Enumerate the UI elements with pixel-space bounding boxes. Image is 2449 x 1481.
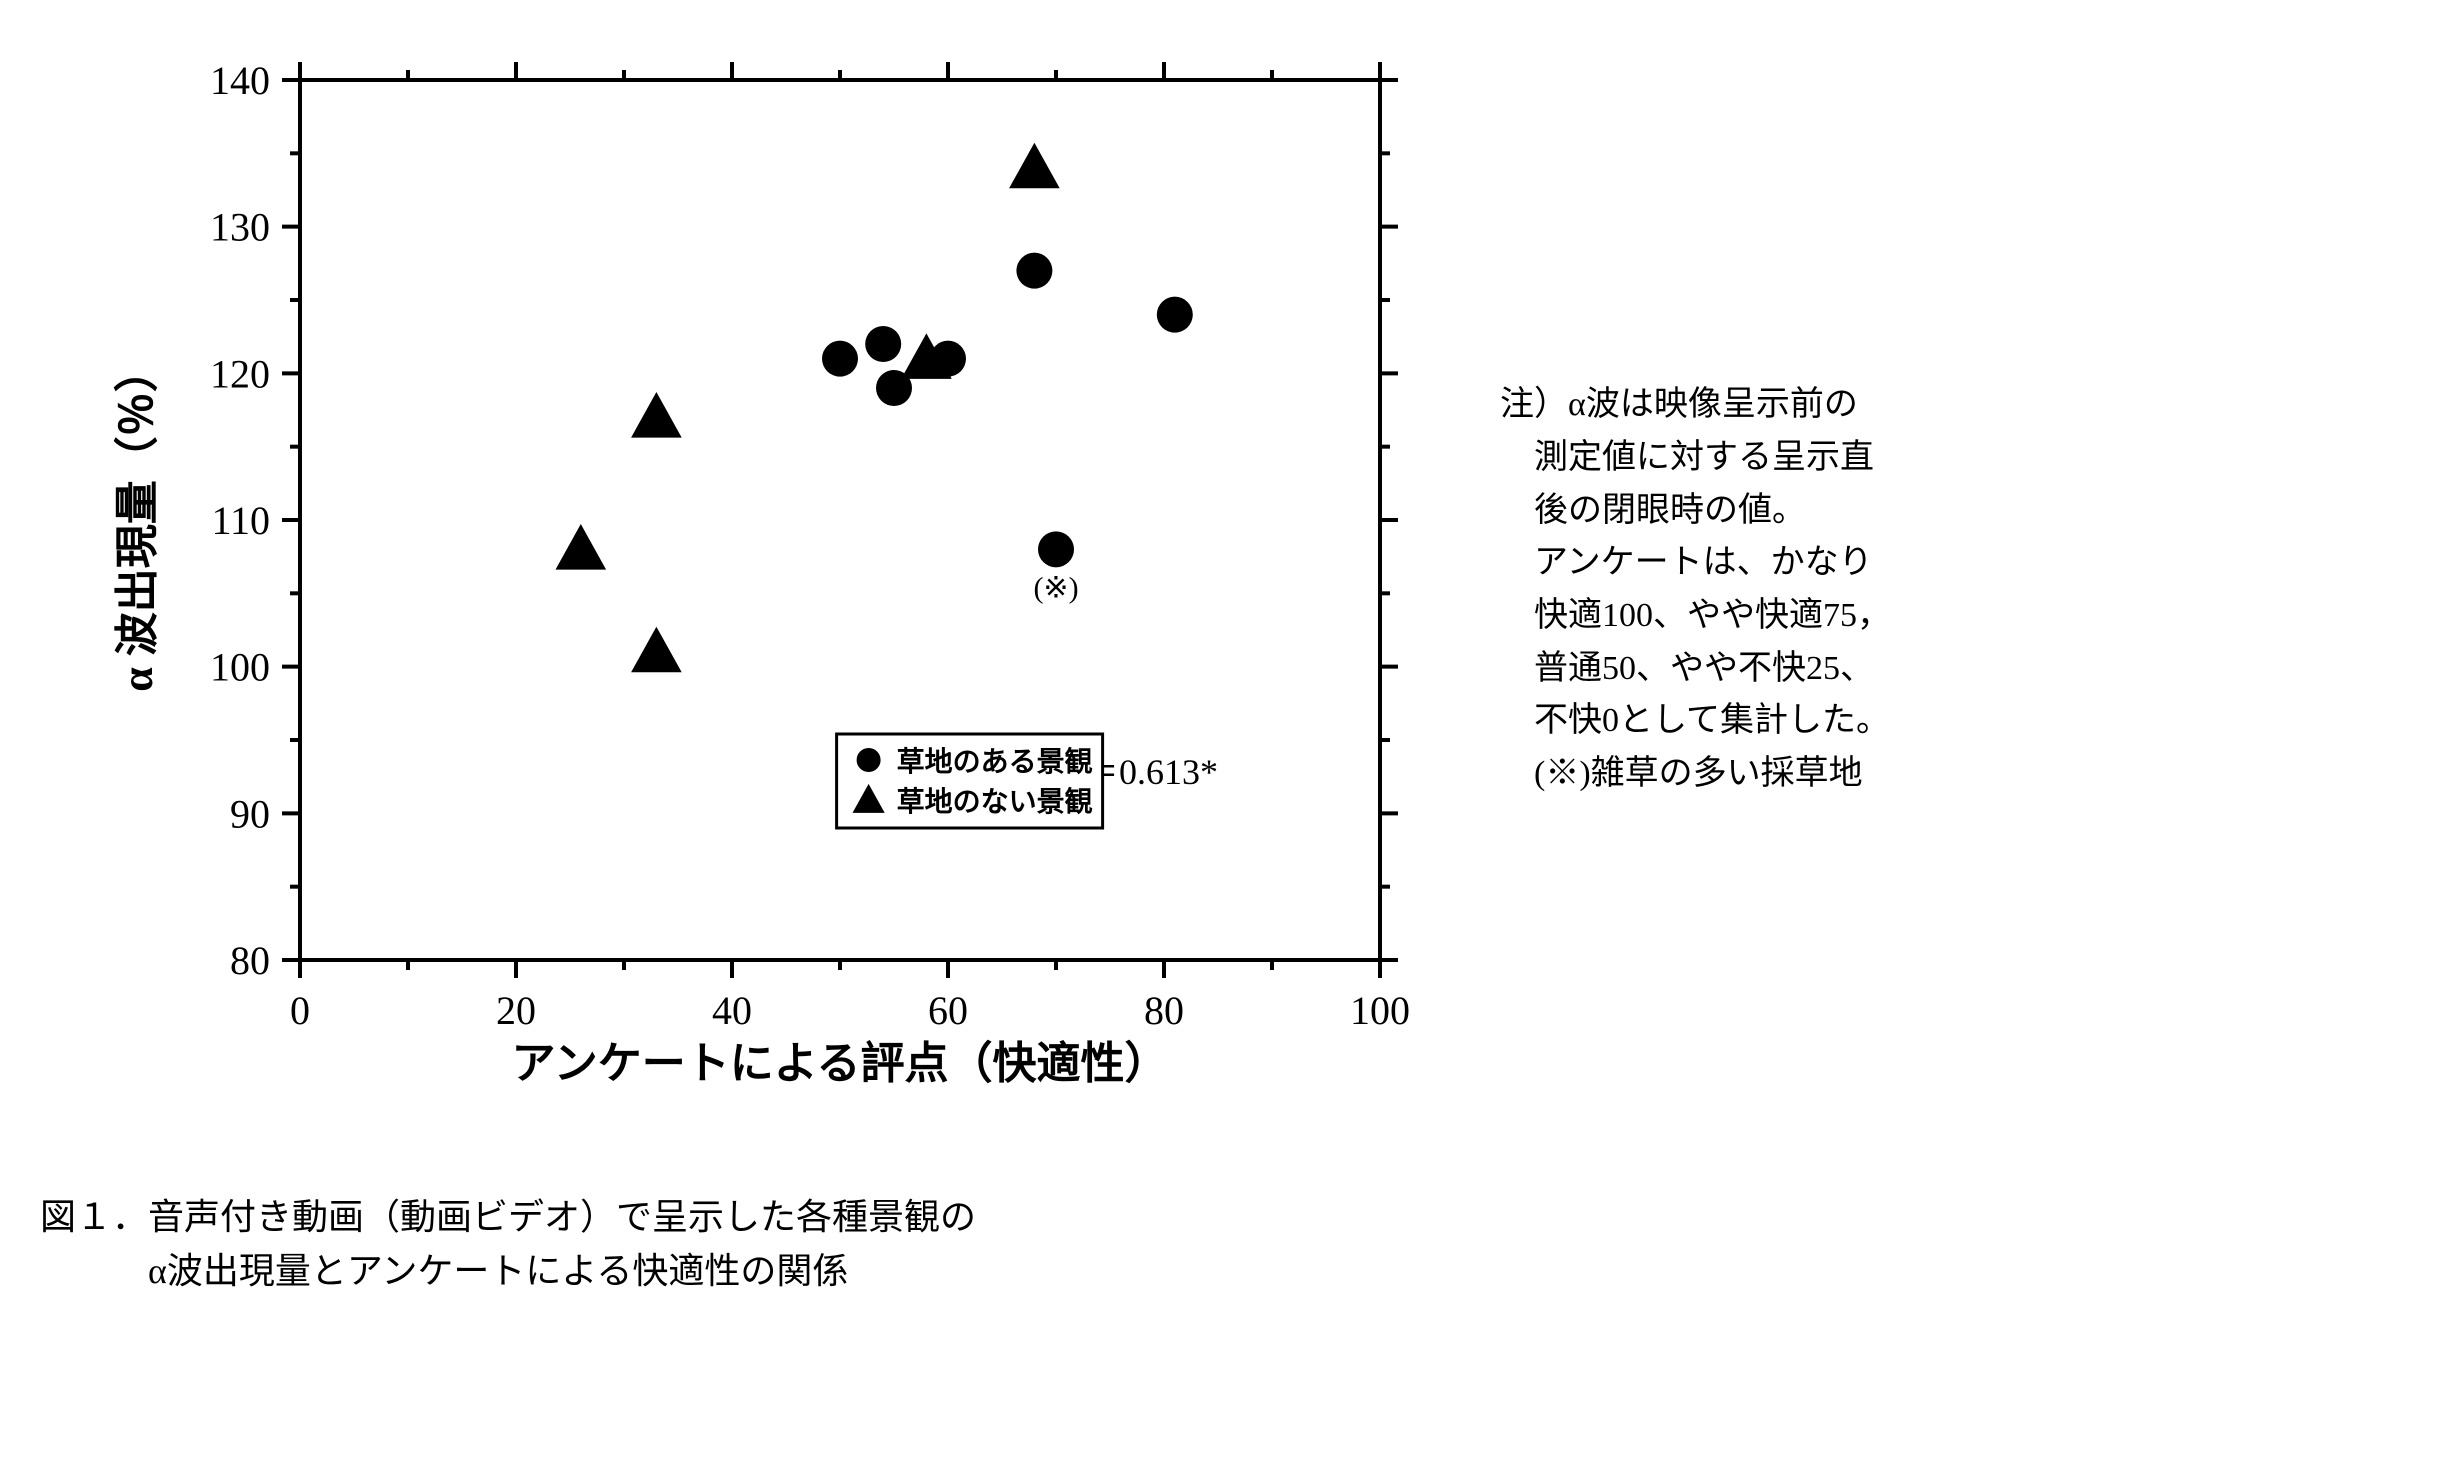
svg-text:100: 100 xyxy=(1350,988,1410,1033)
svg-text:草地のある景観: 草地のある景観 xyxy=(897,746,1093,778)
scatter-chart: 0 20 40 60 80 100 80 90 100 110 120 130 140 アンケートによる評… xyxy=(40,40,1440,1140)
svg-text:0: 0 xyxy=(290,988,310,1033)
figure-container: 0 20 40 60 80 100 80 90 100 110 120 130 140 アンケートによる評… xyxy=(40,40,2409,1298)
figure-caption: 図１．音声付き動画（動画ビデオ）で呈示した各種景観の α波出現量とアンケートによ… xyxy=(40,1190,976,1298)
svg-text:80: 80 xyxy=(230,938,270,983)
svg-text:α 波出現量（％）: α 波出現量（％） xyxy=(113,348,162,692)
svg-text:120: 120 xyxy=(210,351,270,396)
svg-text:110: 110 xyxy=(211,498,270,543)
svg-text:60: 60 xyxy=(928,988,968,1033)
svg-text:アンケートによる評点（快適性）: アンケートによる評点（快適性） xyxy=(512,1039,1169,1088)
svg-text:100: 100 xyxy=(210,645,270,690)
svg-text:130: 130 xyxy=(210,205,270,250)
svg-text:(※): (※) xyxy=(1033,571,1078,604)
svg-text:80: 80 xyxy=(1144,988,1184,1033)
figure-note: 注）α波は映像呈示前の 測定値に対する呈示直 後の閉眼時の値。 アンケートは、か… xyxy=(1500,379,1891,801)
svg-text:90: 90 xyxy=(230,791,270,836)
chart-and-note-row: 0 20 40 60 80 100 80 90 100 110 120 130 140 アンケートによる評… xyxy=(40,40,1891,1140)
svg-text:40: 40 xyxy=(712,988,752,1033)
svg-text:草地のない景観: 草地のない景観 xyxy=(897,786,1093,818)
svg-text:20: 20 xyxy=(496,988,536,1033)
svg-text:140: 140 xyxy=(210,58,270,103)
